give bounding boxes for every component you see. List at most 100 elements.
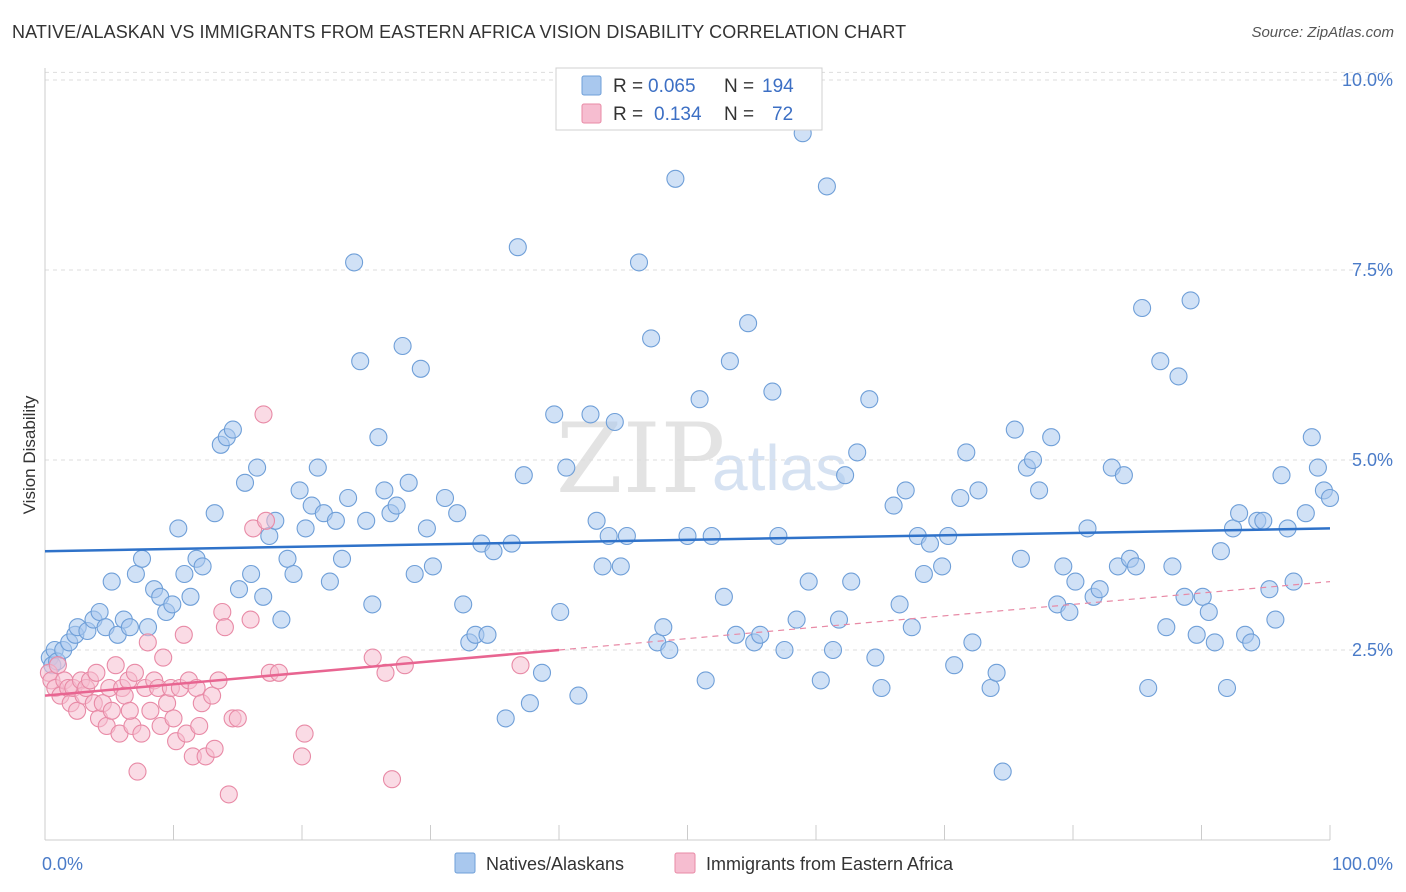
point-immigrants [68, 701, 87, 720]
point-natives [272, 610, 291, 629]
point-natives [345, 253, 364, 272]
point-natives [593, 557, 612, 576]
point-natives [1199, 602, 1218, 622]
point-natives [981, 678, 1000, 698]
point-natives [193, 557, 212, 576]
point-natives [690, 390, 709, 409]
point-natives [1060, 602, 1079, 622]
point-natives [205, 504, 224, 523]
point-natives [829, 610, 849, 629]
point-natives [448, 504, 467, 523]
bottom-legend-swatch-natives [454, 852, 476, 874]
point-natives [1078, 519, 1097, 538]
point-immigrants [106, 656, 125, 675]
point-natives [836, 466, 855, 485]
point-natives [229, 580, 249, 599]
point-natives [1157, 618, 1176, 637]
point-natives [496, 709, 515, 728]
point-natives [1054, 557, 1073, 576]
point-natives [363, 595, 382, 614]
point-natives [532, 663, 552, 682]
series-immigrants-points [39, 405, 530, 804]
point-natives [1193, 587, 1212, 606]
point-immigrants [120, 701, 139, 720]
bottom-legend-swatch-immigrants [674, 852, 696, 874]
point-natives [914, 564, 933, 584]
grid [45, 71, 1392, 651]
point-natives [933, 557, 952, 576]
point-natives [848, 443, 867, 462]
point-natives [866, 648, 885, 667]
point-natives [799, 572, 818, 591]
point-immigrants [141, 701, 160, 720]
y-tick-label: 10.0% [1342, 70, 1393, 90]
point-natives [1139, 678, 1158, 698]
point-natives [375, 481, 394, 500]
point-natives [545, 405, 564, 424]
correlation-legend: R = 0.065 N = 194 R = 0.134 N = 72 [555, 67, 823, 131]
point-natives [1302, 428, 1321, 447]
point-natives [1217, 678, 1237, 698]
point-natives [1163, 557, 1182, 576]
legend-n-value-2: 72 [772, 104, 793, 125]
point-natives [248, 458, 267, 477]
point-natives [1066, 572, 1085, 591]
point-natives [817, 177, 836, 196]
point-immigrants [363, 648, 382, 667]
trend-line-immigrants-extension [558, 581, 1331, 651]
point-natives [702, 526, 721, 546]
legend-swatch-immigrants [581, 103, 602, 124]
point-natives [890, 595, 909, 614]
point-immigrants [125, 663, 144, 682]
point-natives [260, 526, 279, 546]
point-natives [739, 314, 758, 333]
point-natives [1030, 481, 1049, 500]
point-immigrants [158, 694, 177, 713]
x-tick-label: 100.0% [1332, 854, 1393, 874]
source-credit: Source: ZipAtlas.com [1251, 24, 1394, 41]
point-natives [102, 572, 121, 591]
point-natives [320, 572, 339, 591]
point-natives [138, 618, 158, 637]
point-immigrants [511, 656, 530, 675]
point-natives [351, 352, 370, 371]
bottom-legend-label-natives: Natives/Alaskans [486, 854, 624, 874]
point-natives [896, 481, 915, 500]
point-natives [478, 625, 497, 644]
point-immigrants [48, 656, 67, 675]
y-tick-label: 2.5% [1352, 640, 1393, 660]
point-immigrants [174, 625, 193, 644]
point-natives [1296, 504, 1315, 523]
point-natives [1090, 580, 1109, 599]
y-tick-label: 5.0% [1352, 450, 1393, 470]
point-natives [454, 595, 473, 614]
point-natives [611, 557, 630, 576]
point-immigrants [228, 709, 247, 728]
point-natives [235, 473, 255, 492]
bottom-legend-label-immigrants: Immigrants from Eastern Africa [706, 854, 954, 874]
point-natives [920, 534, 940, 553]
point-natives [945, 656, 964, 675]
x-tick-label: 0.0% [42, 854, 83, 874]
point-natives [1320, 488, 1340, 508]
legend-swatch-natives [581, 75, 602, 96]
point-immigrants [154, 648, 173, 667]
point-immigrants [190, 716, 209, 736]
watermark-atlas: atlas [712, 432, 847, 504]
point-immigrants [213, 602, 232, 622]
point-natives [696, 671, 715, 690]
legend-r-label-1: R = [613, 76, 643, 97]
point-natives [720, 352, 739, 371]
legend-r-value-2: 0.134 [654, 104, 702, 125]
watermark: ZIP atlas [556, 403, 847, 515]
chart-title: NATIVE/ALASKAN VS IMMIGRANTS FROM EASTER… [12, 22, 907, 42]
point-immigrants [219, 785, 238, 804]
point-natives [605, 412, 624, 432]
point-natives [1042, 428, 1061, 447]
point-natives [169, 519, 188, 538]
point-natives [775, 640, 794, 660]
point-natives [714, 587, 733, 606]
point-natives [484, 542, 503, 561]
point-natives [642, 329, 661, 348]
